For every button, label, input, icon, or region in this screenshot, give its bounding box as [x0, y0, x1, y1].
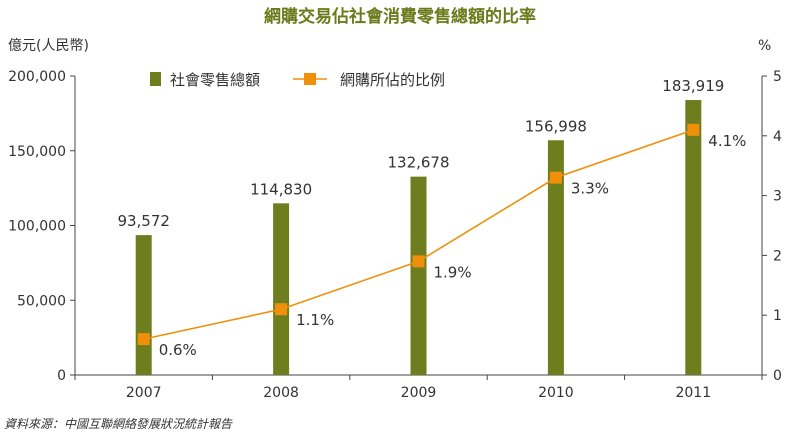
axes: 0 50,000 100,000 150,000 200,000 0 1 2 3 4 5 2007 20…: [8, 69, 782, 401]
line-value-label: 1.9%: [434, 263, 472, 281]
legend-bar-label: 社會零售總額: [170, 71, 260, 89]
legend-bar-swatch: [150, 72, 161, 86]
left-axis-tick-label: 200,000: [8, 69, 66, 85]
chart-title: 網購交易佔社會消費零售總額的比率: [264, 6, 536, 27]
x-axis-tick-label: 2009: [401, 385, 437, 401]
line-value-label: 3.3%: [571, 180, 609, 198]
line-series: [137, 123, 700, 346]
bar-value-label: 156,998: [525, 117, 587, 135]
source-note: 資料來源：中國互聯網絡發展狀況統計報告: [4, 417, 233, 431]
bar: [547, 140, 564, 375]
bar-value-label: 114,830: [250, 180, 312, 198]
bar: [410, 176, 427, 375]
right-axis-tick-label: 2: [773, 248, 782, 264]
bar-value-label: 183,919: [662, 77, 724, 95]
line-value-label: 4.1%: [708, 132, 746, 150]
left-axis-tick-label: 150,000: [8, 144, 66, 160]
bar-value-label: 132,678: [387, 154, 449, 172]
legend-line-label: 網購所佔的比例: [340, 71, 445, 89]
right-axis-tick-label: 0: [773, 368, 782, 384]
legend: 社會零售總額 網購所佔的比例: [150, 71, 445, 89]
right-axis-unit-label: %: [758, 38, 771, 54]
line-point: [549, 171, 562, 184]
x-axis-tick-label: 2008: [263, 385, 299, 401]
right-axis-tick-label: 3: [773, 189, 782, 205]
right-axis-tick-label: 4: [773, 129, 782, 145]
bar: [135, 235, 152, 375]
line-value-label: 0.6%: [159, 341, 197, 359]
line-point: [137, 333, 150, 346]
line-value-label: 1.1%: [296, 311, 334, 329]
left-axis-tick-label: 0: [57, 368, 66, 384]
x-axis-tick-label: 2011: [675, 385, 711, 401]
line-point: [687, 123, 700, 136]
bar-value-labels: 93,572 114,830 132,678 156,998 183,919: [117, 77, 724, 230]
legend-line-marker: [304, 73, 316, 85]
right-axis-tick-label: 5: [773, 69, 782, 85]
bar: [273, 203, 290, 375]
x-axis-tick-label: 2010: [538, 385, 574, 401]
line-value-labels: 0.6% 1.1% 1.9% 3.3% 4.1%: [159, 132, 747, 359]
bar-series: [135, 100, 702, 376]
left-axis-tick-label: 50,000: [17, 293, 66, 309]
right-axis-tick-label: 1: [773, 308, 782, 324]
left-axis-unit-label: 億元(人民幣): [8, 38, 89, 54]
left-axis-tick-label: 100,000: [8, 219, 66, 235]
x-axis-tick-label: 2007: [126, 385, 162, 401]
line-point: [275, 303, 288, 316]
line-point: [412, 255, 425, 268]
bar-value-label: 93,572: [117, 212, 170, 230]
bar: [685, 100, 702, 376]
